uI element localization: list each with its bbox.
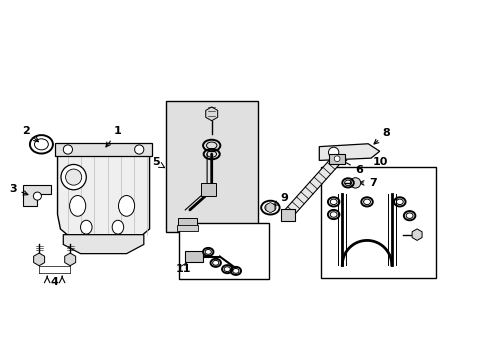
Text: 11: 11: [175, 264, 190, 274]
Text: 8: 8: [373, 128, 390, 144]
Text: 4: 4: [51, 278, 59, 287]
Bar: [280, 209, 294, 221]
Polygon shape: [34, 253, 44, 266]
Bar: [201, 184, 216, 196]
Polygon shape: [205, 107, 217, 121]
Circle shape: [134, 145, 143, 154]
Circle shape: [61, 165, 86, 190]
Text: 9: 9: [273, 193, 288, 206]
Circle shape: [334, 156, 339, 162]
Text: 7: 7: [359, 178, 376, 188]
Polygon shape: [58, 145, 149, 239]
Ellipse shape: [69, 195, 85, 216]
Polygon shape: [411, 229, 421, 240]
Polygon shape: [55, 143, 152, 156]
Bar: [320, 167, 435, 278]
Bar: [179, 222, 268, 279]
Circle shape: [65, 169, 81, 185]
Polygon shape: [64, 253, 76, 266]
Ellipse shape: [118, 195, 134, 216]
Bar: [178, 218, 196, 227]
Polygon shape: [265, 202, 274, 213]
Bar: [185, 251, 202, 262]
Ellipse shape: [81, 220, 92, 234]
Ellipse shape: [112, 220, 123, 234]
Text: 5: 5: [152, 157, 160, 167]
Polygon shape: [63, 235, 143, 254]
Text: 10: 10: [372, 157, 388, 167]
Bar: [328, 153, 345, 164]
Circle shape: [328, 147, 338, 158]
Text: 6: 6: [341, 161, 363, 175]
Text: 1: 1: [106, 126, 122, 147]
Text: 2: 2: [22, 126, 38, 142]
Bar: [165, 100, 257, 232]
Text: 3: 3: [9, 184, 28, 195]
Circle shape: [349, 178, 360, 188]
Polygon shape: [319, 144, 379, 161]
Circle shape: [63, 145, 72, 154]
Circle shape: [33, 192, 41, 200]
Polygon shape: [283, 156, 340, 218]
Polygon shape: [23, 185, 51, 206]
Bar: [177, 225, 198, 231]
